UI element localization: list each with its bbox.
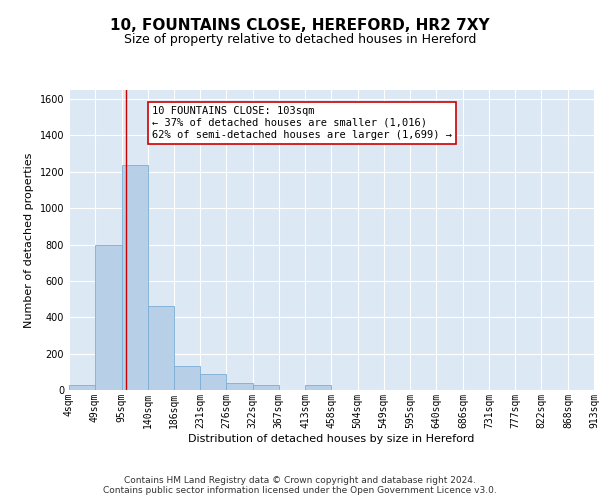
Bar bbox=[305, 384, 331, 390]
Text: 10 FOUNTAINS CLOSE: 103sqm
← 37% of detached houses are smaller (1,016)
62% of s: 10 FOUNTAINS CLOSE: 103sqm ← 37% of deta… bbox=[152, 106, 452, 140]
X-axis label: Distribution of detached houses by size in Hereford: Distribution of detached houses by size … bbox=[188, 434, 475, 444]
Y-axis label: Number of detached properties: Number of detached properties bbox=[24, 152, 34, 328]
Bar bbox=[148, 306, 174, 390]
Text: Contains HM Land Registry data © Crown copyright and database right 2024.
Contai: Contains HM Land Registry data © Crown c… bbox=[103, 476, 497, 495]
Bar bbox=[174, 366, 200, 390]
Bar bbox=[226, 382, 253, 390]
Text: 10, FOUNTAINS CLOSE, HEREFORD, HR2 7XY: 10, FOUNTAINS CLOSE, HEREFORD, HR2 7XY bbox=[110, 18, 490, 32]
Bar bbox=[253, 384, 278, 390]
Text: Size of property relative to detached houses in Hereford: Size of property relative to detached ho… bbox=[124, 32, 476, 46]
Bar bbox=[122, 164, 148, 390]
Bar bbox=[200, 374, 226, 390]
Bar bbox=[69, 384, 95, 390]
Bar bbox=[95, 244, 122, 390]
